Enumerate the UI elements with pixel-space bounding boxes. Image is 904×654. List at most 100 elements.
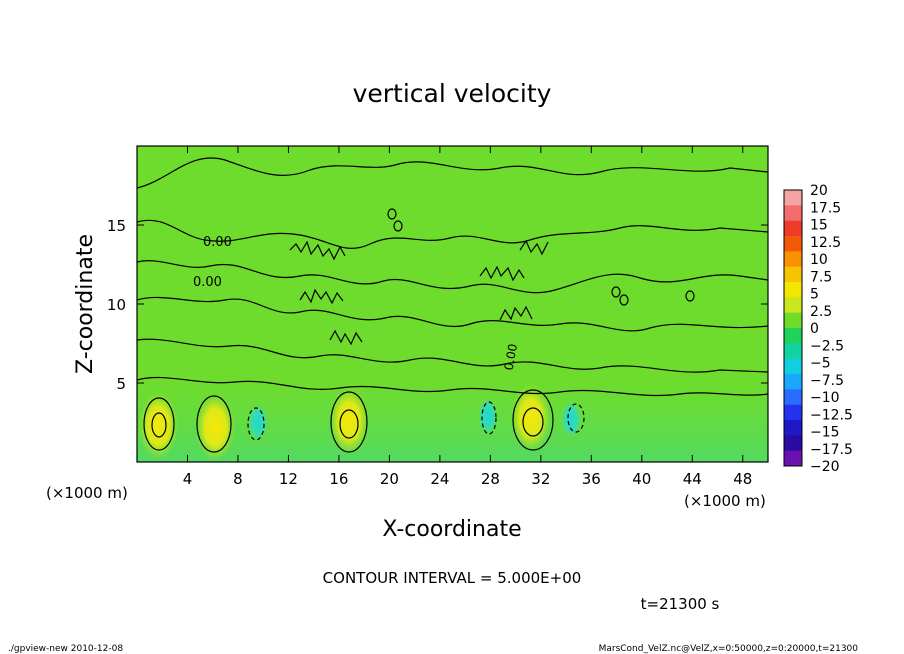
colorbar-label: 12.5 (810, 235, 841, 251)
colorbar-swatch (784, 220, 802, 237)
y-tick-label: 15 (107, 217, 126, 235)
contour-line (479, 265, 525, 282)
y-axis-label: Z-coordinate (73, 234, 98, 374)
x-tick-label: 28 (481, 470, 500, 488)
contour-label: 0.00 (203, 235, 232, 250)
contour-line (151, 412, 167, 438)
contour-line (512, 389, 554, 451)
colorbar-label: −7.5 (810, 373, 844, 389)
colorbar-label: 10 (810, 252, 828, 268)
contour-label: 0.00 (193, 275, 222, 290)
x-axis-label: X-coordinate (382, 517, 521, 542)
contour-line (619, 294, 629, 306)
contour-label: 0.00 (502, 343, 520, 372)
contour-line (522, 407, 544, 437)
contour-line (481, 401, 497, 435)
contour-line (393, 220, 403, 232)
colorbar-frame (783, 189, 803, 467)
x-tick-label: 44 (683, 470, 702, 488)
colorbar-label: −20 (810, 459, 840, 475)
y-axis: 5 10 15 Z-coordinate (×1000 m) (46, 217, 768, 502)
footer-right-note: MarsCond_VelZ.nc@VelZ,x=0:50000,z=0:2000… (599, 644, 859, 654)
contour-line (137, 296, 768, 332)
chart-title: vertical velocity (353, 79, 552, 108)
contour-line (247, 407, 265, 441)
colorbar-label: −5 (810, 356, 831, 372)
colorbar-label: 7.5 (810, 269, 832, 285)
contour-lines (137, 157, 768, 453)
colorbar-label: −12.5 (810, 407, 853, 423)
contour-line (567, 403, 585, 433)
contour-line (685, 290, 695, 302)
x-tick-label: 36 (582, 470, 601, 488)
contour-line (137, 219, 768, 249)
contour-line (519, 239, 549, 256)
y-tick-label: 5 (116, 375, 126, 393)
time-stamp: t=21300 s (641, 595, 720, 613)
y-axis-unit: (×1000 m) (46, 484, 128, 502)
colorbar-swatch (784, 266, 802, 283)
updraft-cell (510, 383, 551, 452)
y-tick-label: 10 (107, 296, 126, 314)
x-tick-label: 32 (531, 470, 550, 488)
colorbar-label: −15 (810, 425, 840, 441)
contour-line (299, 288, 344, 305)
colorbar-label: −10 (810, 390, 840, 406)
x-tick-label: 40 (632, 470, 651, 488)
x-tick-label: 8 (233, 470, 243, 488)
colorbar-swatch (784, 389, 802, 406)
colorbar-swatch (784, 190, 802, 206)
x-tick-label: 24 (430, 470, 449, 488)
downdraft-cell (247, 402, 270, 443)
colorbar-swatch (784, 374, 802, 390)
colorbar-swatch (784, 297, 802, 314)
x-axis-unit: (×1000 m) (684, 492, 766, 510)
low-level-band (137, 380, 768, 462)
colorbar-swatch (784, 236, 802, 252)
contour-line (611, 286, 621, 298)
contour-line (330, 391, 368, 453)
colorbar-label: −2.5 (810, 338, 844, 354)
plot-area: 0.00 0.00 0.00 (137, 146, 768, 462)
colorbar-label: 2.5 (810, 304, 832, 320)
x-tick-label: 16 (329, 470, 348, 488)
updraft-cell (329, 386, 370, 455)
updraft-cell (195, 393, 236, 462)
contour-line (387, 208, 397, 220)
colorbar-swatch (784, 358, 802, 375)
contour-line (143, 397, 175, 451)
colorbar-swatch (784, 205, 802, 222)
x-tick-label: 48 (733, 470, 752, 488)
colorbar-label: 17.5 (810, 200, 841, 216)
colorbar-swatch (784, 450, 802, 467)
contour-line (137, 157, 768, 189)
contour-line (196, 395, 232, 453)
colorbar-swatch (784, 343, 802, 360)
colorbar-label: 15 (810, 218, 828, 234)
contour-interval: CONTOUR INTERVAL = 5.000E+00 (323, 569, 582, 587)
contour-line (499, 305, 533, 321)
colorbar-swatch (784, 435, 802, 452)
colorbar-label: 0 (810, 321, 819, 337)
x-tick-label: 20 (380, 470, 399, 488)
colorbar-label: −17.5 (810, 442, 853, 458)
x-tick-label: 12 (279, 470, 298, 488)
contour-line (329, 329, 363, 346)
colorbar-swatch (784, 328, 802, 344)
colorbar-swatch (784, 404, 802, 421)
downdraft-cell (476, 396, 499, 437)
colorbar-label: 5 (810, 287, 819, 303)
x-axis: 4 8 12 16 20 24 28 32 36 40 44 48 (×1000 m) X-coord… (183, 146, 766, 542)
colorbar-label: 20 (810, 183, 828, 199)
colorbar-swatch (784, 282, 802, 298)
footer-left-note: ./gpview-new 2010-12-08 (8, 644, 123, 654)
contour-line (289, 240, 346, 261)
colorbar-swatch (784, 312, 802, 329)
contour-line (137, 376, 768, 397)
contour-line (137, 260, 768, 294)
x-tick-label: 4 (183, 470, 193, 488)
colorbar-swatch (784, 251, 802, 268)
field-features (138, 383, 583, 462)
